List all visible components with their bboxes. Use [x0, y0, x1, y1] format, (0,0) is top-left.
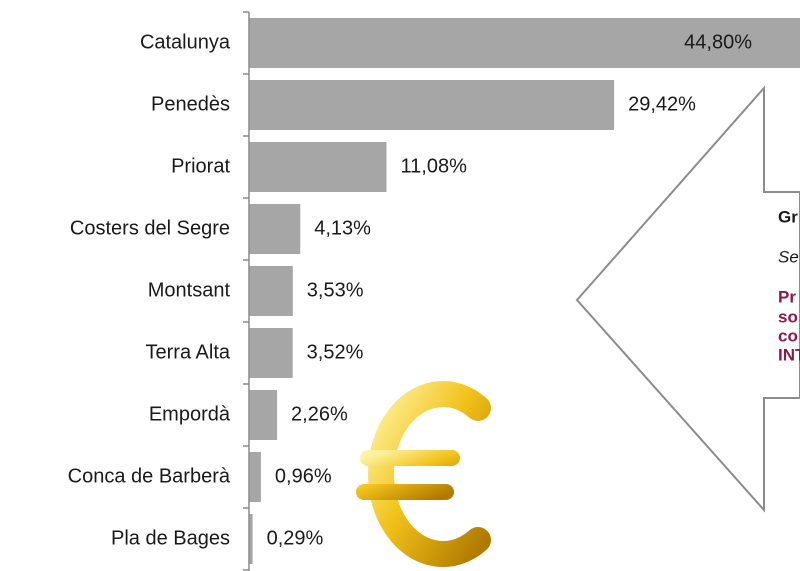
value-label: 11,08% [401, 155, 468, 177]
callout-line: co [778, 326, 798, 345]
value-label: 0,96% [275, 465, 332, 487]
y-tick-label: Priorat [171, 155, 230, 177]
value-label: 4,13% [314, 217, 371, 239]
y-tick-label: Empordà [149, 403, 231, 425]
callout-subtitle: Se [778, 247, 799, 266]
y-tick-label: Costers del Segre [70, 217, 230, 239]
callout-title: Gr [778, 207, 798, 226]
euro-bars [356, 450, 460, 500]
callout-arrow [575, 85, 800, 513]
callout-line: INT [778, 345, 800, 364]
bar [249, 80, 615, 130]
value-label: 44,80% [684, 31, 752, 53]
value-label: 29,42% [628, 93, 696, 115]
euro-arc [368, 381, 491, 567]
bars: Catalunya 44,80% Penedès 29,42% Priorat 11,08… [68, 11, 800, 571]
value-label: 3,53% [307, 279, 364, 301]
bar [249, 390, 278, 440]
bar [249, 142, 387, 192]
callout-line: Pr [778, 287, 796, 306]
callout: Gr Se Pr so co INT [575, 85, 800, 513]
value-label: 2,26% [291, 403, 348, 425]
y-tick-label: Conca de Barberà [68, 465, 231, 487]
bar [249, 204, 301, 254]
bar [249, 266, 293, 316]
y-tick-label: Pla de Bages [111, 527, 230, 549]
bar [249, 18, 800, 68]
y-tick-label: Montsant [148, 279, 231, 301]
y-tick-label: Terra Alta [146, 341, 231, 363]
bar [249, 328, 293, 378]
callout-line: so [778, 307, 798, 326]
bar [249, 514, 253, 564]
y-tick-label: Catalunya [140, 31, 231, 53]
value-label: 0,29% [267, 527, 324, 549]
euro-icon [356, 381, 491, 567]
value-label: 3,52% [307, 341, 364, 363]
bar [249, 452, 261, 502]
y-tick-label: Penedès [151, 93, 230, 115]
